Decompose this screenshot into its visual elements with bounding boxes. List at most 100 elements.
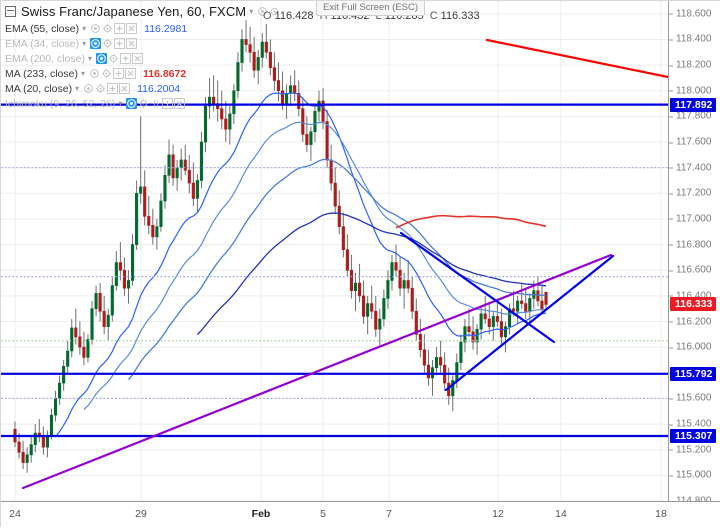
candle-body xyxy=(151,225,155,238)
gear-icon[interactable] xyxy=(101,68,112,79)
close-icon[interactable] xyxy=(132,53,143,64)
price-tick: 116.200 xyxy=(669,316,711,327)
gear-icon[interactable] xyxy=(138,98,149,109)
eye-icon[interactable] xyxy=(90,38,102,49)
candle-body xyxy=(118,262,122,271)
price-line-label[interactable]: 115.307 xyxy=(670,429,717,443)
plus-icon[interactable] xyxy=(114,23,126,34)
candle-body xyxy=(49,414,54,436)
indicator-row[interactable]: Ichimoku (9, 26, 52, 26) ▾ {} xyxy=(1,96,261,111)
indicator-row[interactable]: MA (233, close) ▾ 116.8672 xyxy=(1,66,261,81)
candle-body xyxy=(147,216,151,226)
close-icon[interactable] xyxy=(125,68,136,79)
candle-body xyxy=(260,41,264,58)
indicator-value: 116.8672 xyxy=(142,67,187,80)
candle-body xyxy=(418,334,422,351)
eye-icon[interactable] xyxy=(257,6,268,17)
chart-title-icons xyxy=(257,6,280,17)
price-line-label[interactable]: 115.792 xyxy=(670,366,717,381)
candle-body xyxy=(459,341,463,363)
close-value: 116.333 xyxy=(440,10,480,22)
candle-body xyxy=(414,310,418,335)
candle-body xyxy=(345,249,349,271)
ema-34-line xyxy=(83,121,547,411)
indicator-icons xyxy=(89,68,136,79)
close-icon[interactable] xyxy=(126,38,138,49)
chevron-down-icon[interactable]: ▾ xyxy=(118,99,123,108)
candle-body xyxy=(106,314,110,327)
candle-body xyxy=(321,100,325,122)
chart-legend: Swiss Franc/Japanese Yen, 60, FXCM ▾ EMA… xyxy=(1,1,279,111)
close-label: C xyxy=(429,10,438,22)
candle-body xyxy=(495,316,499,322)
candle-body xyxy=(329,159,333,184)
chevron-down-icon[interactable]: ▾ xyxy=(80,69,85,78)
eye-icon[interactable] xyxy=(95,53,107,64)
last-price-label[interactable]: 116.333 xyxy=(670,297,717,312)
candle-body xyxy=(167,154,171,176)
candle-body xyxy=(293,85,297,94)
price-tick: 118.200 xyxy=(669,60,711,71)
gear-icon[interactable] xyxy=(269,6,280,17)
plus-icon[interactable] xyxy=(120,53,131,64)
indicator-row[interactable]: EMA (34, close) ▾ xyxy=(1,36,261,51)
candle-body xyxy=(301,108,305,135)
chart-plot-area[interactable] xyxy=(1,1,668,501)
indicator-name: MA (20, close) xyxy=(5,82,73,95)
gear-icon[interactable] xyxy=(102,23,113,34)
indicator-row[interactable]: MA (20, close) ▾ 116.2004 xyxy=(1,81,261,96)
candle-body xyxy=(426,364,431,379)
indicator-icons xyxy=(83,83,131,94)
plus-icon[interactable] xyxy=(107,83,119,94)
candle-body xyxy=(325,121,329,161)
gear-icon[interactable] xyxy=(102,38,113,49)
eye-icon[interactable] xyxy=(90,23,101,34)
minimize-box-icon[interactable] xyxy=(5,5,16,17)
candle-body xyxy=(199,141,204,181)
page-title: Swiss Franc/Japanese Yen, 60, FXCM xyxy=(21,3,247,19)
chevron-down-icon[interactable]: ▾ xyxy=(249,6,254,16)
time-tick: 12 xyxy=(492,508,504,520)
price-tick: 116.600 xyxy=(669,265,711,276)
close-icon[interactable] xyxy=(126,23,138,34)
indicator-row[interactable]: EMA (55, close) ▾ 116.2981 xyxy=(1,21,261,36)
gear-icon[interactable] xyxy=(95,83,106,94)
eye-icon[interactable] xyxy=(89,68,100,79)
candle-body xyxy=(135,193,139,245)
candle-body xyxy=(86,339,90,358)
chart-title-row[interactable]: Swiss Franc/Japanese Yen, 60, FXCM ▾ xyxy=(1,1,279,21)
chevron-down-icon[interactable]: ▾ xyxy=(82,24,87,33)
ema-55-line xyxy=(128,158,547,381)
close-icon[interactable] xyxy=(119,83,131,94)
chevron-down-icon[interactable]: ▾ xyxy=(82,39,87,48)
close-icon[interactable] xyxy=(174,98,186,109)
eye-icon[interactable] xyxy=(83,83,94,94)
plus-icon[interactable] xyxy=(114,38,126,49)
braces-icon[interactable]: {} xyxy=(153,98,159,108)
candle-body xyxy=(228,113,232,130)
candle-body xyxy=(58,382,62,399)
candle-body xyxy=(536,290,540,302)
candle-body xyxy=(467,326,471,333)
eye-icon[interactable] xyxy=(126,98,138,109)
price-tick: 115.600 xyxy=(669,393,711,404)
plus-icon[interactable] xyxy=(113,68,124,79)
indicator-row[interactable]: EMA (200, close) ▾ xyxy=(1,51,261,66)
candle-body xyxy=(183,159,187,171)
candle-body xyxy=(122,269,126,289)
price-tick: 115.400 xyxy=(669,419,711,430)
candle-body xyxy=(305,134,309,145)
price-line-label[interactable]: 117.892 xyxy=(670,97,717,112)
price-axis[interactable]: 118.600 118.400 118.200 118.000 117.800 117.6… xyxy=(668,1,720,507)
time-axis[interactable]: 24 29 Feb 5 7 12 14 18 xyxy=(1,501,720,529)
candle-body xyxy=(313,110,317,133)
gear-icon[interactable] xyxy=(108,53,119,64)
time-tick: 14 xyxy=(555,508,567,520)
chevron-down-icon[interactable]: ▾ xyxy=(87,54,92,63)
candle-body xyxy=(70,327,74,352)
indicator-name: EMA (200, close) xyxy=(5,52,85,65)
chevron-down-icon[interactable]: ▾ xyxy=(75,84,80,93)
candle-body xyxy=(130,244,135,281)
plus-icon[interactable] xyxy=(162,98,174,109)
candle-body xyxy=(309,131,313,145)
